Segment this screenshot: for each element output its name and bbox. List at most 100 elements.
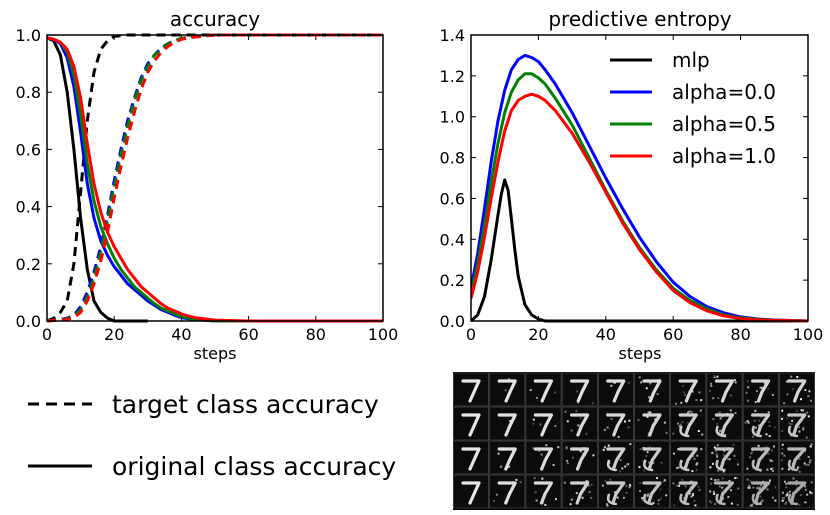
digit-cell [453, 474, 490, 509]
digit-seven-stroke [497, 447, 517, 471]
digit-cell [670, 440, 707, 475]
legend-label: alpha=0.0 [672, 80, 776, 104]
entropy-plot-frame [470, 34, 809, 322]
digit-seven-stroke [787, 379, 807, 403]
digit-loop-stroke [715, 459, 726, 472]
digit-loop-stroke [787, 493, 799, 506]
series-line-mlp-original [47, 36, 148, 323]
y-tick-label: 0.4 [16, 198, 41, 217]
digit-cell [706, 372, 743, 407]
digit-loop-stroke [787, 459, 799, 472]
digit-seven-stroke [751, 379, 771, 403]
y-tick-label: 0.6 [16, 140, 41, 159]
digit-cell [561, 406, 598, 441]
series-line-alpha-1-0-original [47, 36, 383, 323]
legend-label: alpha=0.5 [672, 112, 776, 136]
digit-seven-stroke [570, 447, 590, 471]
digit-cell [453, 406, 490, 441]
x-tick-label: 100 [793, 325, 824, 344]
digit-seven-stroke [461, 447, 481, 471]
solid-legend-label: original class accuracy [112, 452, 396, 481]
digit-seven-stroke [497, 413, 517, 437]
digit-cell [597, 372, 634, 407]
digit-cell [561, 474, 598, 509]
entropy-chart: predictive entropy steps 0 20 40 60 80 100 0.0… [440, 7, 824, 363]
series-line-alpha-0-0-target [47, 33, 383, 323]
digit-cell [453, 440, 490, 475]
y-tick-label: 0.0 [440, 312, 465, 331]
digit-cell [525, 372, 562, 407]
y-tick-label: 0.0 [16, 312, 41, 331]
digit-loop-stroke [643, 459, 654, 472]
digit-seven-stroke [461, 481, 481, 505]
digit-loop-stroke [679, 425, 690, 438]
y-tick-label: 0.6 [440, 189, 465, 208]
y-tick-label: 0.2 [16, 255, 41, 274]
digit-cell [778, 474, 815, 509]
digit-cell [634, 372, 671, 407]
series-line-alpha-0-5-target [47, 33, 383, 323]
digit-cell [634, 406, 671, 441]
digit-cell [670, 474, 707, 509]
entropy-chart-xlabel: steps [619, 344, 662, 363]
digit-seven-stroke [678, 413, 698, 437]
x-tick-label: 20 [104, 325, 124, 344]
digit-cell [670, 406, 707, 441]
x-tick-label: 20 [528, 325, 548, 344]
digit-loop-stroke [643, 493, 654, 506]
adversarial-digit-strip [453, 372, 815, 510]
digit-cell [525, 440, 562, 475]
digit-loop-stroke [787, 425, 799, 438]
digit-cell [453, 372, 490, 407]
digit-seven-stroke [533, 481, 553, 505]
digit-seven-stroke [751, 447, 771, 471]
digit-cell [597, 440, 634, 475]
digit-loop-stroke [606, 493, 618, 506]
digit-cell [706, 474, 743, 509]
digit-cell [597, 474, 634, 509]
digit-seven-stroke [461, 413, 481, 437]
series-line-mlp-target [47, 33, 383, 323]
series-line-alpha-0-0-original [47, 36, 383, 323]
digit-loop-stroke [679, 493, 690, 506]
digit-loop-stroke [606, 459, 618, 472]
digit-seven-stroke [714, 481, 734, 505]
digit-loop-stroke [715, 425, 726, 438]
y-tick-label: 0.2 [440, 271, 465, 290]
digit-seven-stroke [533, 413, 553, 437]
y-tick-label: 1.2 [440, 67, 465, 86]
digit-cell [634, 440, 671, 475]
digit-seven-stroke [642, 481, 662, 505]
digit-loop-stroke [751, 425, 762, 438]
y-tick-label: 1.0 [16, 26, 41, 45]
digit-seven-stroke [570, 379, 590, 403]
digit-loop-stroke [679, 459, 690, 472]
digit-cell [489, 440, 526, 475]
digit-seven-stroke [461, 379, 481, 403]
series-line-alpha-1-0-target [47, 33, 383, 323]
x-tick-label: 0 [466, 325, 476, 344]
digit-cell [670, 372, 707, 407]
digit-cell [742, 440, 779, 475]
digit-seven-stroke [642, 413, 662, 437]
legend-label: mlp [672, 48, 710, 72]
entropy-legend: mlp alpha=0.0 alpha=0.5 alpha=1.0 [610, 48, 776, 168]
digit-seven-stroke [642, 379, 662, 403]
digit-seven-stroke [497, 481, 517, 505]
digit-seven-stroke [714, 447, 734, 471]
digit-cell [525, 474, 562, 509]
digit-seven-stroke [606, 413, 626, 437]
digit-cell [742, 372, 779, 407]
digit-cell [778, 406, 815, 441]
x-tick-label: 80 [306, 325, 326, 344]
digit-loop-stroke [751, 459, 762, 472]
digit-seven-stroke [642, 447, 662, 471]
digit-cell [742, 474, 779, 509]
digit-seven-stroke [533, 447, 553, 471]
digit-cell [597, 406, 634, 441]
entropy-chart-title: predictive entropy [548, 7, 731, 31]
digit-cell [706, 406, 743, 441]
series-line-alpha-0-0 [471, 53, 808, 323]
y-tick-label: 0.4 [440, 230, 465, 249]
digit-cell [634, 474, 671, 509]
